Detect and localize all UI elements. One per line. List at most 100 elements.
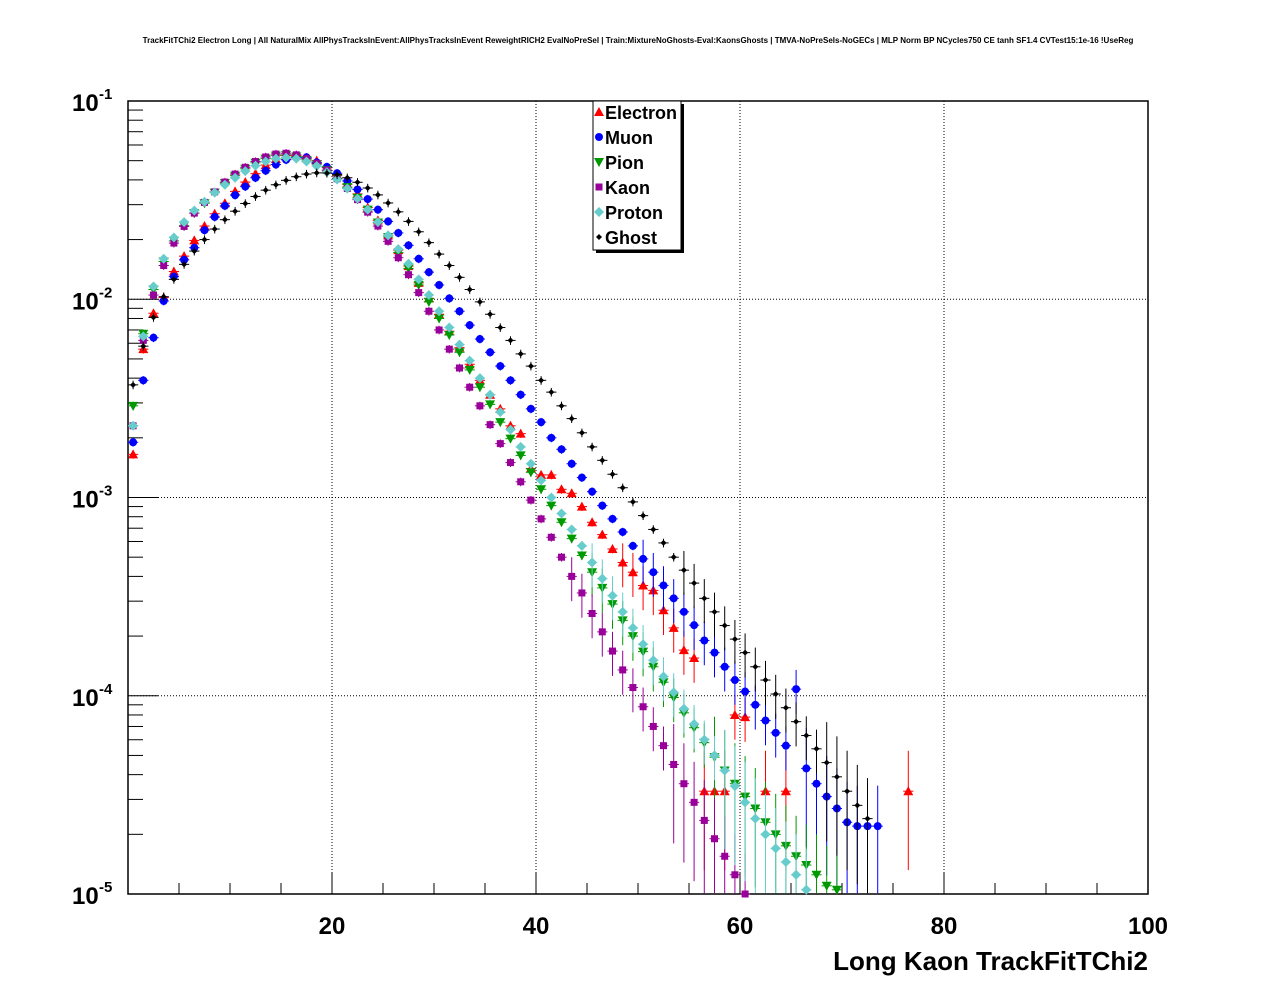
data-point (680, 567, 687, 574)
data-point (403, 264, 414, 274)
data-point (566, 534, 577, 544)
data-point (546, 501, 557, 511)
data-point (444, 331, 455, 341)
data-point (823, 759, 830, 766)
data-point (854, 802, 861, 809)
data-point (148, 308, 159, 318)
data-point (455, 307, 464, 316)
data-point (445, 345, 453, 353)
data-point (638, 580, 649, 590)
data-point (413, 280, 424, 290)
data-point (576, 501, 587, 511)
data-point (445, 294, 454, 303)
data-point (628, 541, 637, 550)
data-point (435, 280, 444, 289)
data-point (691, 580, 698, 587)
data-point (415, 228, 422, 235)
data-point (609, 647, 616, 655)
data-point (527, 363, 534, 370)
data-point (680, 780, 688, 788)
data-point (301, 156, 312, 167)
data-point (742, 649, 749, 656)
data-point (772, 691, 779, 698)
data-point (721, 852, 729, 860)
data-point (272, 181, 279, 188)
data-point (700, 636, 709, 645)
data-point (261, 166, 270, 175)
data-point (741, 890, 749, 898)
data-point (589, 443, 596, 450)
x-tick-label: 60 (727, 913, 754, 940)
data-point (729, 709, 740, 719)
data-point (405, 271, 412, 279)
data-point (576, 551, 587, 561)
data-point (833, 773, 840, 780)
data-point (354, 179, 361, 186)
data-point (782, 704, 789, 711)
data-point (219, 179, 230, 190)
data-point (291, 153, 302, 164)
data-point (710, 648, 719, 657)
data-point (731, 636, 738, 643)
data-point (729, 781, 740, 792)
data-point (536, 469, 547, 479)
data-point (658, 671, 669, 682)
data-point (597, 573, 608, 584)
data-point (556, 518, 567, 528)
data-point (403, 258, 414, 269)
data-point (434, 306, 445, 317)
data-point (536, 485, 547, 495)
data-point (719, 765, 730, 776)
data-point (689, 653, 700, 663)
data-point (332, 174, 343, 185)
legend-label-pion: Pion (605, 153, 644, 173)
data-point (678, 703, 689, 714)
data-point (770, 843, 781, 854)
data-point (270, 153, 281, 164)
data-point (353, 185, 362, 194)
data-point (128, 449, 139, 459)
data-point (476, 298, 483, 305)
data-point (617, 557, 628, 567)
data-point (189, 235, 200, 245)
legend-label-kaon: Kaon (605, 178, 650, 198)
data-point (538, 377, 545, 384)
data-point (352, 193, 363, 204)
data-point (546, 492, 557, 503)
data-point (221, 216, 228, 223)
data-point (230, 172, 241, 183)
data-point (720, 662, 729, 671)
data-point (556, 484, 567, 494)
y-tick-label: 10 (72, 288, 99, 315)
data-point (640, 512, 647, 519)
data-point (485, 400, 496, 410)
data-point (567, 459, 576, 468)
data-point (342, 183, 353, 194)
data-point (740, 797, 751, 808)
data-point (903, 786, 914, 796)
data-point (505, 434, 516, 444)
data-point (730, 676, 739, 685)
data-point (516, 390, 525, 399)
data-point (750, 813, 761, 824)
data-point (444, 322, 455, 333)
data-point (740, 712, 751, 722)
data-point (465, 321, 474, 330)
data-point (546, 469, 557, 479)
data-point (362, 204, 373, 215)
data-point (690, 798, 698, 806)
data-point (311, 161, 322, 172)
data-point (780, 857, 791, 868)
data-point (495, 406, 506, 417)
data-point (160, 293, 167, 300)
data-point (170, 239, 178, 247)
legend: Electron Muon Pion Kaon Proton Ghost (592, 100, 684, 253)
data-point (741, 687, 750, 696)
data-point (793, 718, 800, 725)
data-point (812, 779, 821, 788)
y-tick-label: 10 (72, 487, 99, 514)
data-point (486, 421, 494, 429)
data-point (711, 608, 718, 615)
series-kaon (128, 149, 751, 898)
data-point (383, 230, 394, 241)
